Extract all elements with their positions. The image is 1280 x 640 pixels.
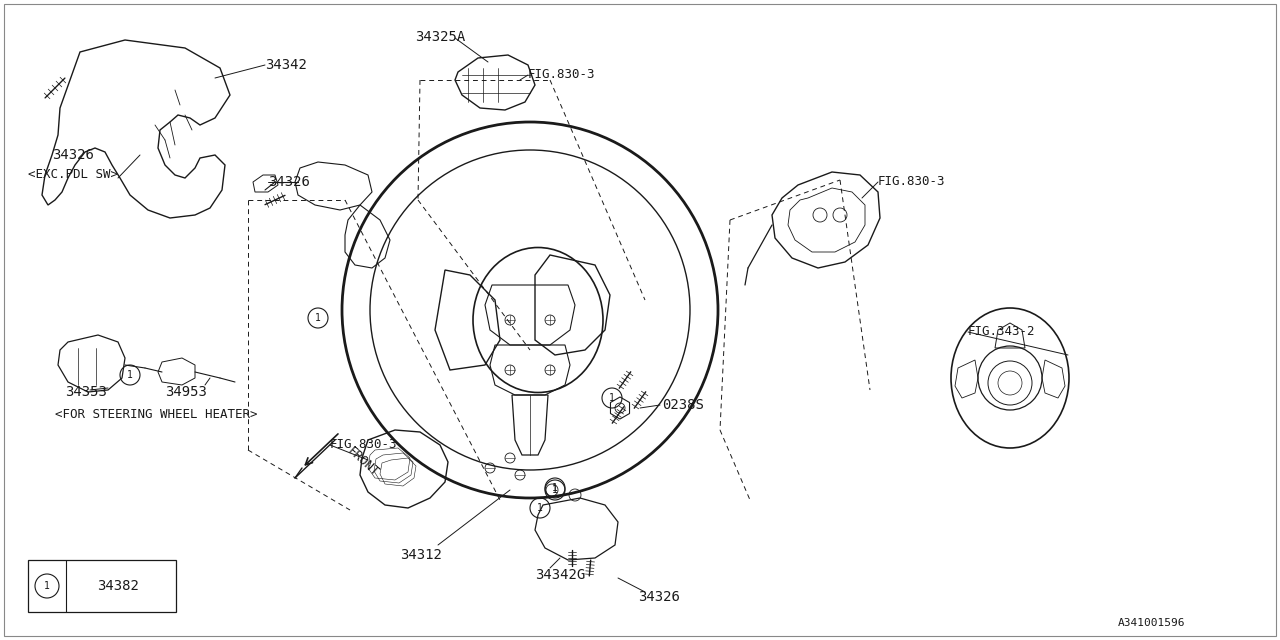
Text: 34326: 34326 — [637, 590, 680, 604]
Text: <FOR STEERING WHEEL HEATER>: <FOR STEERING WHEEL HEATER> — [55, 408, 257, 421]
Text: 1: 1 — [44, 581, 50, 591]
Text: 34312: 34312 — [399, 548, 442, 562]
Text: <EXC.PDL SW>: <EXC.PDL SW> — [28, 168, 118, 181]
Text: 34353: 34353 — [65, 385, 106, 399]
Text: 1: 1 — [538, 503, 543, 513]
Text: 1: 1 — [127, 370, 133, 380]
Text: 1: 1 — [609, 393, 614, 403]
Text: 1: 1 — [552, 483, 558, 493]
Text: 34326: 34326 — [268, 175, 310, 189]
Text: 34342G: 34342G — [535, 568, 585, 582]
Text: 34342: 34342 — [265, 58, 307, 72]
Text: 1: 1 — [315, 313, 321, 323]
Text: 34326: 34326 — [52, 148, 93, 162]
Text: 34953: 34953 — [165, 385, 207, 399]
Text: FRONT: FRONT — [346, 445, 381, 479]
Text: 0238S: 0238S — [662, 398, 704, 412]
Text: A341001596: A341001596 — [1117, 618, 1185, 628]
Text: 1: 1 — [552, 485, 558, 495]
Text: FIG.830-3: FIG.830-3 — [529, 68, 595, 81]
Text: FIG.830-3: FIG.830-3 — [330, 438, 398, 451]
Text: FIG.830-3: FIG.830-3 — [878, 175, 946, 188]
Text: 34382: 34382 — [97, 579, 140, 593]
Text: 34325A: 34325A — [415, 30, 465, 44]
Text: FIG.343-2: FIG.343-2 — [968, 325, 1036, 338]
